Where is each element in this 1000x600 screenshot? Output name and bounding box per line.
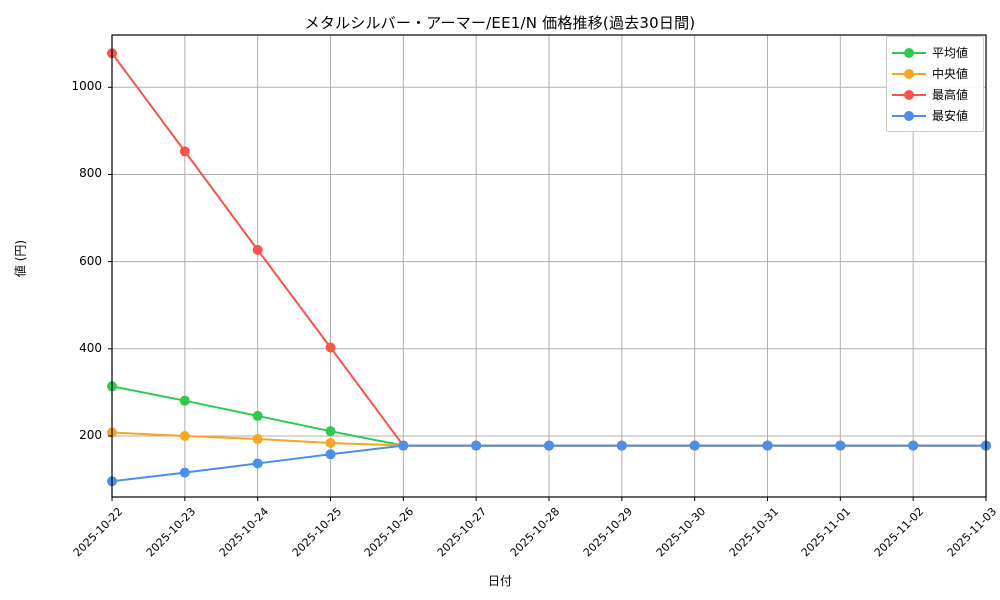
chart-legend: 平均値中央値最高値最安値 <box>886 36 984 132</box>
y-tick-label: 400 <box>79 340 102 355</box>
series-marker <box>325 437 336 448</box>
series-marker <box>252 434 263 445</box>
plot-frame <box>111 34 987 498</box>
series-marker <box>325 342 336 353</box>
series-marker <box>398 440 409 451</box>
grid-lines <box>111 35 987 497</box>
x-axis-label: 日付 <box>487 574 512 588</box>
series-marker <box>179 146 190 157</box>
legend-label: 最高値 <box>932 88 969 102</box>
legend-item[interactable]: 最安値 <box>892 105 977 126</box>
series-marker <box>689 440 700 451</box>
series-marker <box>544 440 554 451</box>
series-marker <box>252 410 263 421</box>
legend-marker-icon <box>892 109 926 123</box>
series-marker <box>252 244 263 255</box>
legend-marker-icon <box>892 46 926 60</box>
legend-marker-icon <box>892 67 926 81</box>
y-tick-label: 1000 <box>71 79 102 94</box>
legend-label: 中央値 <box>932 67 969 81</box>
y-tick-label: 200 <box>79 427 102 442</box>
series-marker <box>471 440 482 451</box>
y-tick-label: 600 <box>79 253 102 268</box>
series-marker <box>762 440 773 451</box>
series-marker <box>179 467 190 478</box>
y-tick-label: 800 <box>79 166 102 181</box>
legend-item[interactable]: 最高値 <box>892 84 977 105</box>
chart-title: メタルシルバー・アーマー/EE1/N 価格推移(過去30日間) <box>304 14 696 32</box>
legend-marker-icon <box>892 88 926 102</box>
legend-item[interactable]: 中央値 <box>892 63 977 84</box>
data-series-group <box>107 48 991 487</box>
series-marker <box>179 395 190 406</box>
series-marker <box>835 440 846 451</box>
legend-label: 最安値 <box>932 109 969 123</box>
series-marker <box>325 449 336 460</box>
series-marker <box>908 440 919 451</box>
series-marker <box>616 440 627 451</box>
legend-label: 平均値 <box>932 46 969 60</box>
series-marker <box>179 430 190 441</box>
series-marker <box>325 426 336 437</box>
axis-ticks <box>108 86 987 501</box>
legend-item[interactable]: 平均値 <box>892 42 977 63</box>
series-marker <box>252 458 263 469</box>
